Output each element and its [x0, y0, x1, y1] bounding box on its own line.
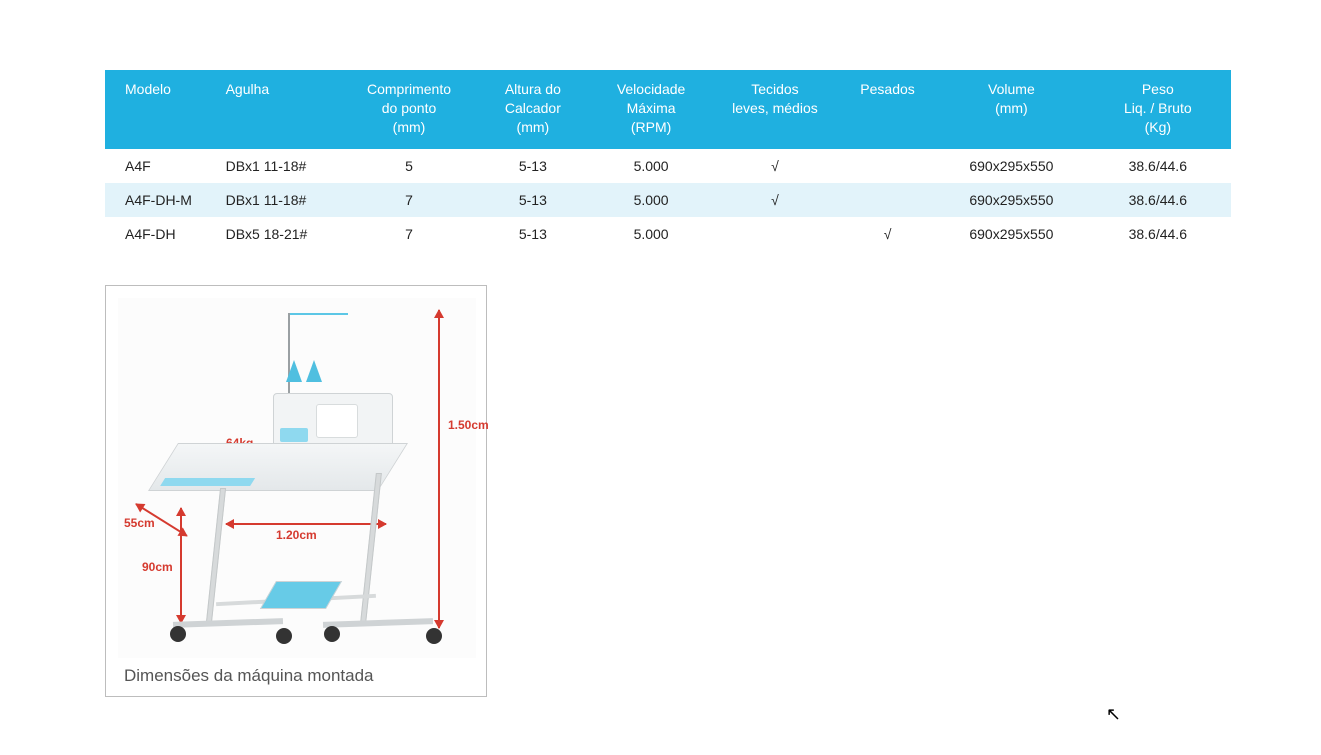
caster-wheel-icon [170, 626, 186, 642]
caster-wheel-icon [426, 628, 442, 644]
specs-header-row: ModeloAgulhaComprimentodo ponto(mm)Altur… [105, 70, 1231, 149]
table-leg [360, 473, 382, 623]
table-cell: A4F [105, 149, 218, 183]
table-cell: DBx1 11-18# [218, 149, 342, 183]
table-cell: √ [713, 149, 837, 183]
specs-header-cell: Altura doCalcador(mm) [477, 70, 590, 149]
table-cell: DBx5 18-21# [218, 217, 342, 251]
table-cell: 690x295x550 [938, 183, 1084, 217]
depth-label: 55cm [124, 516, 155, 530]
specs-header-cell: PesoLiq. / Bruto(Kg) [1085, 70, 1231, 149]
table-cell: 690x295x550 [938, 149, 1084, 183]
table-cell: A4F-DH [105, 217, 218, 251]
caster-wheel-icon [324, 626, 340, 642]
thread-cone-icon [286, 360, 302, 382]
leg-height-label: 90cm [142, 560, 173, 574]
diagram-area: 1.50cm 55cm 90cm 1.20cm 64kg [118, 298, 476, 658]
table-foot [173, 618, 283, 628]
table-cell: 38.6/44.6 [1085, 217, 1231, 251]
thread-cone-icon [306, 360, 322, 382]
caster-wheel-icon [276, 628, 292, 644]
diagram-card: 1.50cm 55cm 90cm 1.20cm 64kg [105, 285, 487, 697]
thread-arm [288, 313, 348, 315]
table-cell: 38.6/44.6 [1085, 149, 1231, 183]
specs-header-cell: Agulha [218, 70, 342, 149]
cursor-icon: ↖ [1106, 704, 1121, 725]
height-arrow [438, 310, 440, 628]
table-cell [713, 217, 837, 251]
specs-header-cell: Comprimentodo ponto(mm) [341, 70, 476, 149]
specs-thead: ModeloAgulhaComprimentodo ponto(mm)Altur… [105, 70, 1231, 149]
table-cell: 5.000 [589, 217, 713, 251]
specs-header-cell: VelocidadeMáxima(RPM) [589, 70, 713, 149]
table-cell: 5-13 [477, 217, 590, 251]
machine-table-top [148, 443, 408, 491]
length-label: 1.20cm [276, 528, 317, 542]
table-cell: 5.000 [589, 149, 713, 183]
specs-header-cell: Tecidosleves, médios [713, 70, 837, 149]
height-label: 1.50cm [448, 418, 489, 432]
specs-tbody: A4FDBx1 11-18#55-135.000√690x295x55038.6… [105, 149, 1231, 251]
table-cell: √ [713, 183, 837, 217]
table-cell: 690x295x550 [938, 217, 1084, 251]
specs-header-cell: Modelo [105, 70, 218, 149]
table-cell: 5 [341, 149, 476, 183]
specs-table: ModeloAgulhaComprimentodo ponto(mm)Altur… [105, 70, 1231, 251]
table-row: A4FDBx1 11-18#55-135.000√ 690x295x55038.6… [105, 149, 1231, 183]
table-cell: 7 [341, 183, 476, 217]
machine-body [273, 393, 393, 445]
diagram-caption: Dimensões da máquina montada [118, 666, 474, 686]
specs-header-cell: Pesados [837, 70, 938, 149]
specs-header-cell: Volume(mm) [938, 70, 1084, 149]
table-row: A4F-DH-MDBx1 11-18#75-135.000√ 690x295x55… [105, 183, 1231, 217]
table-cell [837, 183, 938, 217]
table-cell: 38.6/44.6 [1085, 183, 1231, 217]
table-cell: A4F-DH-M [105, 183, 218, 217]
table-cell: 7 [341, 217, 476, 251]
table-row: A4F-DHDBx5 18-21#75-135.000 √690x295x5503… [105, 217, 1231, 251]
table-cell: 5-13 [477, 183, 590, 217]
table-cell [837, 149, 938, 183]
foot-pedal [260, 581, 342, 609]
table-foot [323, 618, 433, 628]
table-cell: 5.000 [589, 183, 713, 217]
table-cell: √ [837, 217, 938, 251]
length-arrow [226, 523, 386, 525]
table-cell: 5-13 [477, 149, 590, 183]
table-cell: DBx1 11-18# [218, 183, 342, 217]
leg-height-arrow [180, 508, 182, 623]
